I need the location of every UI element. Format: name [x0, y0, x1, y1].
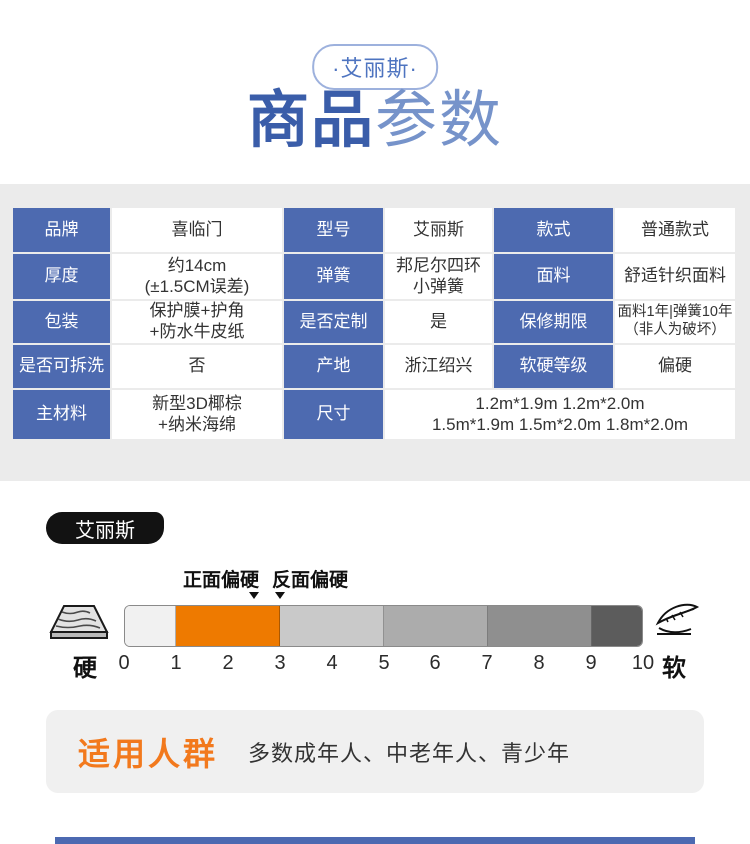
spec-label: 是否定制	[284, 301, 383, 343]
scale-tick: 0	[118, 652, 130, 674]
table-row: 包装 保护膜+护角 +防水牛皮纸 是否定制 是 保修期限 面料1年|弹簧10年 …	[13, 301, 735, 343]
spec-label: 主材料	[13, 390, 110, 439]
audience-title: 适用人群	[78, 735, 219, 772]
spec-value: 面料1年|弹簧10年 （非人为破坏）	[615, 301, 735, 343]
hardness-scale-bar	[124, 605, 643, 647]
spec-label: 包装	[13, 301, 110, 343]
table-row: 品牌 喜临门 型号 艾丽斯 款式 普通款式	[13, 208, 735, 252]
front-marker-icon	[249, 592, 259, 599]
scale-tick: 5	[378, 652, 390, 674]
spec-label: 软硬等级	[494, 345, 613, 388]
hard-end-label: 硬	[73, 655, 97, 682]
scale-segment	[488, 606, 592, 646]
scale-tick: 6	[429, 652, 441, 674]
scale-segment	[384, 606, 488, 646]
table-row: 是否可拆洗 否 产地 浙江绍兴 软硬等级 偏硬	[13, 345, 735, 388]
spec-label: 面料	[494, 254, 613, 299]
spec-value: 约14cm (±1.5CM误差)	[112, 254, 282, 299]
spec-label: 款式	[494, 208, 613, 252]
feather-icon	[655, 603, 700, 635]
scale-tick: 2	[222, 652, 234, 674]
scale-segment	[280, 606, 384, 646]
series-tag: 艾丽斯	[46, 512, 164, 544]
spec-value: 是	[385, 301, 492, 343]
spec-value: 艾丽斯	[385, 208, 492, 252]
spec-value: 浙江绍兴	[385, 345, 492, 388]
spec-value: 邦尼尔四环 小弹簧	[385, 254, 492, 299]
spec-value: 喜临门	[112, 208, 282, 252]
scale-segment	[592, 606, 642, 646]
scale-tick: 8	[533, 652, 545, 674]
audience-text: 多数成年人、中老年人、青少年	[248, 740, 571, 766]
spec-value: 偏硬	[615, 345, 735, 388]
soft-end-label: 软	[662, 655, 686, 682]
spec-label: 型号	[284, 208, 383, 252]
table-row: 主材料 新型3D椰棕 +纳米海绵 尺寸 1.2m*1.9m 1.2m*2.0m …	[13, 390, 735, 439]
brand-badge: ·艾丽斯·	[312, 44, 438, 90]
page-title-light: 参数	[375, 86, 504, 155]
scale-tick: 7	[481, 652, 493, 674]
spec-label: 产地	[284, 345, 383, 388]
spec-value: 否	[112, 345, 282, 388]
spec-label: 保修期限	[494, 301, 613, 343]
scale-tick: 10	[631, 652, 655, 674]
table-row: 厚度 约14cm (±1.5CM误差) 弹簧 邦尼尔四环 小弹簧 面料 舒适针织…	[13, 254, 735, 299]
scale-segment-highlight	[176, 606, 280, 646]
wood-plank-icon	[49, 605, 109, 639]
page-title-bold: 商品	[246, 86, 375, 155]
spec-label: 厚度	[13, 254, 110, 299]
front-hardness-label: 正面偏硬	[183, 570, 260, 591]
spec-value: 保护膜+护角 +防水牛皮纸	[112, 301, 282, 343]
spec-value: 普通款式	[615, 208, 735, 252]
spec-table: 品牌 喜临门 型号 艾丽斯 款式 普通款式 厚度 约14cm (±1.5CM误差…	[13, 208, 735, 441]
scale-tick: 9	[585, 652, 597, 674]
spec-label: 是否可拆洗	[13, 345, 110, 388]
scale-tick: 4	[326, 652, 338, 674]
spec-label: 弹簧	[284, 254, 383, 299]
scale-segment	[125, 606, 176, 646]
back-marker-icon	[275, 592, 285, 599]
spec-label: 品牌	[13, 208, 110, 252]
back-hardness-label: 反面偏硬	[272, 570, 349, 591]
scale-tick: 1	[170, 652, 182, 674]
spec-label: 尺寸	[284, 390, 383, 439]
page-title: 商品参数	[0, 90, 750, 152]
scale-tick: 3	[274, 652, 286, 674]
spec-value: 舒适针织面料	[615, 254, 735, 299]
spec-value: 新型3D椰棕 +纳米海绵	[112, 390, 282, 439]
spec-value-sizes: 1.2m*1.9m 1.2m*2.0m 1.5m*1.9m 1.5m*2.0m …	[385, 390, 735, 439]
audience-box: 适用人群 多数成年人、中老年人、青少年	[46, 710, 704, 793]
next-section-divider	[55, 837, 695, 844]
